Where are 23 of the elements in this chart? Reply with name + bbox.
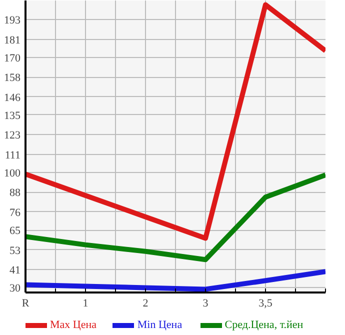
legend-label: Max Цена	[50, 319, 97, 331]
x-tick-label: 3	[202, 298, 209, 310]
y-tick-label: 65	[10, 225, 21, 238]
x-tick-label: 2	[142, 298, 148, 310]
x-tick-label: 3,5	[258, 298, 273, 310]
y-tick-label: 30	[10, 282, 21, 295]
y-tick-label: 170	[4, 52, 21, 64]
y-tick-label: 193	[4, 14, 21, 27]
x-tick-label: R	[22, 298, 30, 310]
y-tick-label: 41	[10, 264, 20, 276]
y-tick-label: 135	[4, 110, 21, 122]
y-tick-label: 53	[10, 244, 21, 257]
y-tick-label: 76	[10, 206, 21, 219]
y-tick-label: 100	[4, 167, 21, 180]
legend-label: Сред.Цена, т.йен	[224, 319, 304, 331]
y-tick-label: 88	[10, 187, 21, 200]
y-tick-label: 146	[4, 92, 21, 104]
legend-label: Min Цена	[137, 319, 182, 331]
y-tick-label: 181	[4, 34, 20, 46]
y-tick-label: 111	[4, 149, 21, 162]
y-tick-label: 123	[4, 130, 21, 142]
x-tick-label: 1	[82, 298, 88, 310]
y-tick-label: 158	[4, 72, 21, 84]
